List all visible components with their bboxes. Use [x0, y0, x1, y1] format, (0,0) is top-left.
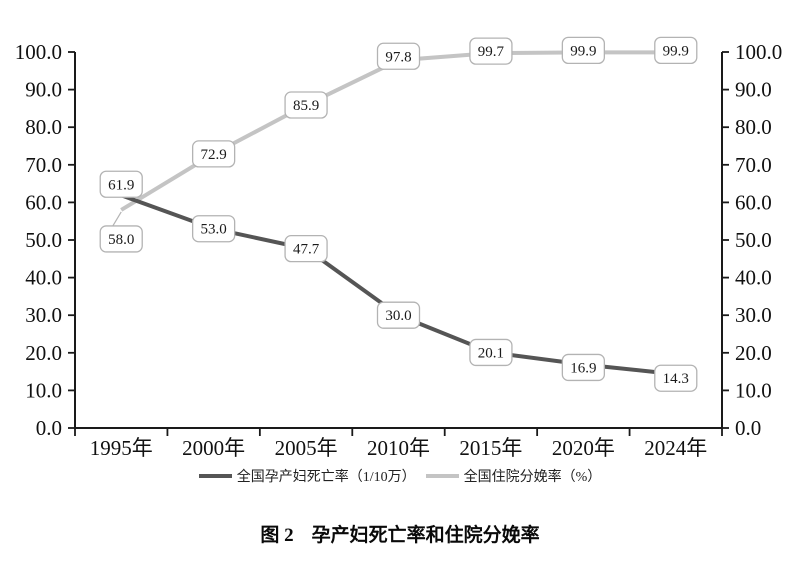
- data-label-box: [561, 353, 606, 382]
- data-label-box: [284, 91, 328, 119]
- data-label-box: [376, 301, 421, 329]
- y-tick-label-left: 70.0: [25, 153, 62, 177]
- legend-label-maternal-mortality: 全国孕产妇死亡率（1/10万）: [236, 470, 416, 485]
- data-label: 99.7: [478, 44, 505, 60]
- y-tick-label-left: 30.0: [25, 303, 62, 327]
- data-label: 30.0: [385, 308, 411, 324]
- data-label: 58.0: [108, 232, 134, 248]
- legend-line-swatch-maternal-mortality: [198, 474, 232, 478]
- series-line-hospital-delivery: [120, 50, 676, 212]
- chart-canvas: 0.0 0.0 10.0 10.0 20.0 20.0 30.0 30.0 40.0 40.0 50…: [15, 36, 782, 460]
- data-label: 85.9: [293, 98, 319, 114]
- figure-number-label: 图 2: [260, 525, 294, 546]
- x-tick-label: 2010年: [367, 436, 430, 460]
- chart-legend: 全国孕产妇死亡率（1/10万） 全国住院分娩率（%）: [0, 466, 800, 486]
- y-tick-label-right: 100.0: [735, 40, 782, 64]
- data-label: 53.0: [201, 222, 227, 238]
- label-connector: [111, 211, 122, 228]
- y-tick-label-left: 80.0: [25, 115, 62, 139]
- y-tick-label-left: 10.0: [25, 378, 62, 402]
- data-label: 16.9: [570, 360, 596, 376]
- x-tick-label: 2000年: [182, 436, 245, 460]
- x-tick-label: 2005年: [275, 436, 338, 460]
- y-tick-label-right: 90.0: [735, 78, 772, 102]
- y-tick-label-left: 100.0: [15, 40, 62, 64]
- legend-item-hospital-delivery: 全国住院分娩率（%）: [425, 466, 602, 486]
- data-label-box: [376, 42, 421, 70]
- figure-caption: 图 2 孕产妇死亡率和住院分娩率: [0, 520, 800, 547]
- data-label: 61.9: [108, 177, 134, 193]
- data-label: 72.9: [201, 147, 227, 163]
- y-tick-label-left: 20.0: [25, 341, 62, 365]
- data-label: 99.9: [570, 43, 596, 59]
- y-tick-label-left: 40.0: [25, 266, 62, 290]
- data-label-box: [654, 36, 698, 65]
- data-label: 99.9: [663, 43, 689, 59]
- data-label-box: [469, 338, 513, 367]
- x-tick-label: 2015年: [459, 436, 522, 460]
- data-label: 47.7: [293, 242, 320, 258]
- y-tick-label-right: 50.0: [735, 228, 772, 252]
- data-label-box: [561, 36, 606, 65]
- y-tick-label-right: 70.0: [735, 153, 772, 177]
- y-tick-label-right: 80.0: [735, 115, 772, 139]
- y-tick-label-left: 90.0: [25, 78, 62, 102]
- data-label: 20.1: [478, 345, 504, 361]
- data-label-box: [284, 234, 328, 263]
- figure-title: 孕产妇死亡率和住院分娩率: [311, 525, 540, 546]
- x-tick-label: 2020年: [552, 436, 615, 460]
- data-label: 14.3: [663, 371, 689, 387]
- y-tick-label-right: 40.0: [735, 266, 772, 290]
- legend-label-hospital-delivery: 全国住院分娩率（%）: [463, 470, 602, 485]
- legend-line-swatch-hospital-delivery: [425, 474, 459, 478]
- y-tick-label-right: 20.0: [735, 341, 772, 365]
- legend-item-maternal-mortality: 全国孕产妇死亡率（1/10万）: [198, 466, 416, 486]
- y-tick-label-left: 0.0: [36, 416, 62, 440]
- data-label-box: [99, 170, 143, 198]
- y-tick-label-right: 30.0: [735, 303, 772, 327]
- data-label-box: [469, 37, 513, 65]
- y-tick-label-right: 60.0: [735, 190, 772, 214]
- x-tick-label: 1995年: [90, 436, 153, 460]
- data-label: 97.8: [385, 49, 411, 65]
- x-tick-label: 2024年: [644, 436, 707, 460]
- y-tick-label-right: 10.0: [735, 378, 772, 402]
- data-label-box: [654, 364, 698, 392]
- y-tick-label-left: 60.0: [25, 190, 62, 214]
- y-tick-label-left: 50.0: [25, 228, 62, 252]
- data-label-box: [191, 215, 236, 243]
- data-label-box: [191, 140, 236, 168]
- y-tick-label-right: 0.0: [735, 416, 761, 440]
- data-label-box: [99, 225, 143, 253]
